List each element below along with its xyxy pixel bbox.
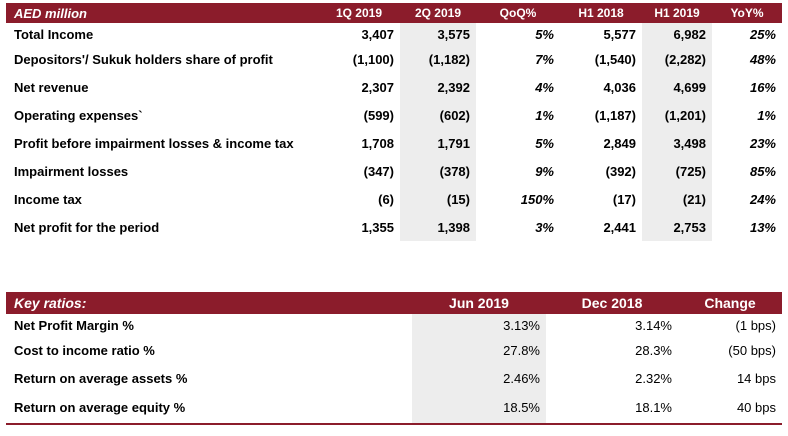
- table-row: Operating expenses` (599) (602) 1% (1,187) (1…: [6, 101, 782, 129]
- key-ratios-table: Key ratios: Jun 2019 Dec 2018 Change Net…: [6, 292, 782, 425]
- cell-2q-2019: 3,575: [400, 23, 476, 45]
- cell-qoq: 9%: [535, 163, 554, 179]
- cell-h1-2018: (17): [612, 191, 636, 207]
- cell-yoy: 48%: [749, 51, 776, 67]
- cell-change: (1 bps): [735, 317, 776, 333]
- cell-h1-2019: (1,201): [642, 101, 712, 129]
- cell-dec-2018: 28.3%: [635, 342, 672, 358]
- row-label: Profit before impairment losses & income…: [14, 135, 294, 151]
- header-aed-million: AED million: [6, 3, 318, 23]
- cell-h1-2019: (725): [642, 157, 712, 185]
- cell-yoy: 25%: [749, 26, 776, 42]
- table-row: Return on average assets % 2.46% 2.32% 14 b…: [6, 364, 782, 392]
- cell-h1-2018: 5,577: [603, 26, 636, 42]
- ratios-header-row: Key ratios: Jun 2019 Dec 2018 Change: [6, 292, 782, 314]
- row-label: Impairment losses: [14, 163, 129, 179]
- cell-yoy: 23%: [749, 135, 776, 151]
- table-row: Depositors'/ Sukuk holders share of prof…: [6, 45, 782, 73]
- cell-jun-2019: 18.5%: [412, 392, 546, 424]
- header-dec-2018: Dec 2018: [546, 292, 678, 314]
- cell-qoq: 5%: [535, 26, 554, 42]
- cell-yoy: 16%: [749, 79, 776, 95]
- cell-h1-2019: 6,982: [642, 23, 712, 45]
- header-key-ratios: Key ratios:: [6, 292, 412, 314]
- cell-h1-2018: (1,540): [594, 51, 636, 67]
- cell-dec-2018: 2.32%: [635, 370, 672, 386]
- table-row: Cost to income ratio % 27.8% 28.3% (50 bps): [6, 336, 782, 364]
- cell-dec-2018: 18.1%: [635, 400, 672, 415]
- cell-qoq: 7%: [535, 51, 554, 67]
- cell-yoy: 24%: [749, 191, 776, 207]
- header-h1-2018: H1 2018: [560, 3, 642, 23]
- table-row: Net profit for the period 1,355 1,398 3% 2,4…: [6, 213, 782, 241]
- cell-dec-2018: 3.14%: [635, 317, 672, 333]
- row-label: Income tax: [14, 191, 82, 207]
- header-jun-2019: Jun 2019: [412, 292, 546, 314]
- cell-yoy: 85%: [749, 163, 776, 179]
- cell-h1-2018: 2,849: [603, 135, 636, 151]
- cell-yoy: 13%: [749, 219, 776, 235]
- cell-jun-2019: 3.13%: [412, 314, 546, 336]
- cell-change: (50 bps): [728, 342, 776, 358]
- row-label: Net revenue: [14, 79, 89, 95]
- cell-change: 14 bps: [736, 370, 776, 386]
- cell-1q-2019: (347): [363, 163, 394, 179]
- cell-2q-2019: (378): [400, 157, 476, 185]
- cell-2q-2019: (15): [400, 185, 476, 213]
- cell-h1-2019: 2,753: [642, 213, 712, 241]
- row-label: Total Income: [14, 26, 94, 42]
- header-yoy: YoY%: [712, 3, 782, 23]
- table-row: Net revenue 2,307 2,392 4% 4,036 4,699 16%: [6, 73, 782, 101]
- cell-h1-2019: 3,498: [642, 129, 712, 157]
- row-label: Operating expenses`: [14, 107, 143, 123]
- row-label: Net profit for the period: [14, 219, 160, 235]
- cell-h1-2018: (1,187): [594, 107, 636, 123]
- cell-1q-2019: 2,307: [361, 79, 394, 95]
- table-row: Total Income 3,407 3,575 5% 5,577 6,982 25%: [6, 23, 782, 45]
- cell-1q-2019: (599): [363, 107, 394, 123]
- cell-1q-2019: 1,355: [361, 219, 394, 235]
- cell-jun-2019: 2.46%: [412, 364, 546, 392]
- cell-h1-2018: 4,036: [603, 79, 636, 95]
- cell-1q-2019: (1,100): [352, 51, 394, 67]
- table-row: Income tax (6) (15) 150% (17) (21) 24%: [6, 185, 782, 213]
- header-2q-2019: 2Q 2019: [400, 3, 476, 23]
- header-change: Change: [678, 292, 782, 314]
- table-row: Profit before impairment losses & income…: [6, 129, 782, 157]
- cell-h1-2019: (21): [642, 185, 712, 213]
- cell-2q-2019: 1,791: [400, 129, 476, 157]
- cell-jun-2019: 27.8%: [412, 336, 546, 364]
- cell-1q-2019: (6): [378, 191, 394, 207]
- cell-h1-2019: (2,282): [642, 45, 712, 73]
- cell-1q-2019: 1,708: [361, 135, 394, 151]
- cell-change: 40 bps: [736, 400, 776, 415]
- cell-2q-2019: (1,182): [400, 45, 476, 73]
- cell-h1-2018: (392): [605, 163, 636, 179]
- row-label: Cost to income ratio %: [14, 342, 155, 358]
- cell-yoy: 1%: [757, 107, 776, 123]
- cell-qoq: 5%: [535, 135, 554, 151]
- income-statement-table: AED million 1Q 2019 2Q 2019 QoQ% H1 2018…: [6, 3, 782, 241]
- cell-2q-2019: 1,398: [400, 213, 476, 241]
- table-row: Net Profit Margin % 3.13% 3.14% (1 bps): [6, 314, 782, 336]
- row-label: Return on average equity %: [14, 400, 186, 415]
- row-label: Return on average assets %: [14, 370, 188, 386]
- cell-2q-2019: 2,392: [400, 73, 476, 101]
- cell-h1-2018: 2,441: [603, 219, 636, 235]
- row-label: Depositors'/ Sukuk holders share of prof…: [14, 51, 273, 67]
- cell-1q-2019: 3,407: [361, 26, 394, 42]
- cell-2q-2019: (602): [400, 101, 476, 129]
- cell-qoq: 150%: [520, 191, 554, 207]
- header-qoq: QoQ%: [476, 3, 560, 23]
- header-1q-2019: 1Q 2019: [318, 3, 400, 23]
- cell-qoq: 4%: [535, 79, 554, 95]
- cell-qoq: 1%: [535, 107, 554, 123]
- header-h1-2019: H1 2019: [642, 3, 712, 23]
- table-row: Impairment losses (347) (378) 9% (392) (725) 8…: [6, 157, 782, 185]
- cell-qoq: 3%: [535, 219, 554, 235]
- row-label: Net Profit Margin %: [14, 317, 134, 333]
- income-header-row: AED million 1Q 2019 2Q 2019 QoQ% H1 2018…: [6, 3, 782, 23]
- table-row: Return on average equity % 18.5% 18.1% 40 b…: [6, 392, 782, 424]
- cell-h1-2019: 4,699: [642, 73, 712, 101]
